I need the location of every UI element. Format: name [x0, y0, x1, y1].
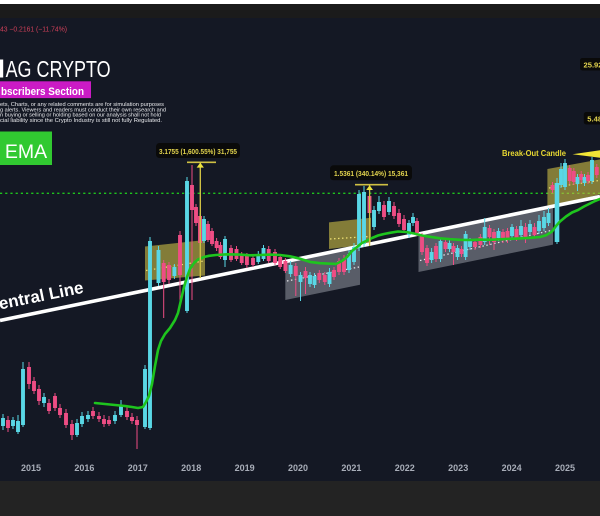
svg-text:AG CRYPTO: AG CRYPTO: [6, 56, 111, 82]
svg-text:ets, Charts, or any related co: ets, Charts, or any related comments are…: [0, 102, 164, 108]
svg-text:2024: 2024: [502, 463, 522, 473]
svg-text:2017: 2017: [128, 463, 148, 473]
svg-text:2016: 2016: [74, 463, 94, 473]
svg-text:3.1755 (1,600.55%) 31,755: 3.1755 (1,600.55%) 31,755: [159, 147, 237, 156]
svg-text:2022: 2022: [395, 463, 415, 473]
svg-text:EMA: EMA: [5, 141, 47, 163]
svg-text:25.92: 25.92: [584, 61, 600, 70]
svg-text:2018: 2018: [181, 463, 201, 473]
svg-text:2023: 2023: [448, 463, 468, 473]
svg-text:2025: 2025: [555, 463, 575, 473]
svg-text:2021: 2021: [341, 463, 361, 473]
svg-text:2019: 2019: [235, 463, 255, 473]
svg-text:cial liability since the Crypt: cial liability since the Crypto Industry…: [0, 118, 162, 124]
svg-text:5.48: 5.48: [587, 115, 600, 124]
svg-text:1.5361 (340.14%) 15,361: 1.5361 (340.14%) 15,361: [334, 169, 408, 178]
svg-text:2020: 2020: [288, 463, 308, 473]
svg-text:n buying or selling or holding: n buying or selling or holding based on …: [0, 113, 161, 119]
svg-text:bscribers Section: bscribers Section: [1, 86, 84, 98]
svg-text:43 −0.2161 (−11.74%): 43 −0.2161 (−11.74%): [0, 24, 67, 33]
svg-text:Break-Out Candle: Break-Out Candle: [502, 148, 566, 158]
svg-text:2015: 2015: [21, 463, 41, 473]
svg-text:g alerts. Viewers and readers: g alerts. Viewers and readers must condu…: [0, 107, 166, 113]
